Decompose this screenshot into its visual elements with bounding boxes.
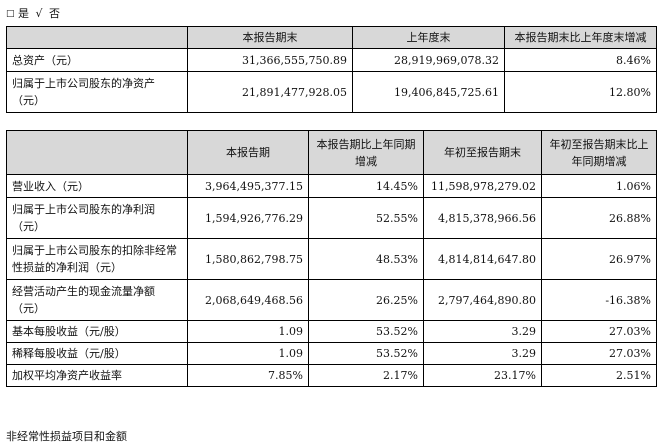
check-mark-icon: √ [35,7,44,20]
table-row: 归属于上市公司股东的净利润（元） 1,594,926,776.29 52.55%… [6,197,657,239]
value-cell: 1.09 [187,320,309,343]
row-label: 归属于上市公司股东的净利润（元） [6,197,188,239]
value-cell: 26.25% [308,279,424,321]
checkbox-icon: □ [6,9,16,19]
option-yes: 是 [18,7,30,20]
option-no: 否 [49,7,61,20]
header-cell: 年初至报告期末比上年同期增减 [541,130,657,175]
value-cell: 4,814,814,647.80 [423,238,542,280]
header-cell: 上年度末 [352,26,505,49]
value-cell: 8.46% [504,48,657,72]
table-row: 加权平均净资产收益率 7.85% 2.17% 23.17% 2.51% [6,364,657,387]
header-cell: 本报告期比上年同期增减 [308,130,424,175]
value-cell: 12.80% [504,71,657,113]
value-cell: 27.03% [541,342,657,365]
value-cell: 48.53% [308,238,424,280]
value-cell: 19,406,845,725.61 [352,71,505,113]
value-cell: 26.88% [541,197,657,239]
row-label: 稀释每股收益（元/股） [6,342,188,365]
value-cell: 23.17% [423,364,542,387]
balance-table: 本报告期末 上年度末 本报告期末比上年度末增减 总资产（元） 31,366,55… [6,26,657,113]
value-cell: 2,068,649,468.56 [187,279,309,321]
header-cell: 本报告期末比上年度末增减 [504,26,657,49]
row-label: 基本每股收益（元/股） [6,320,188,343]
value-cell: 11,598,978,279.02 [423,174,542,198]
value-cell: 1.09 [187,342,309,365]
value-cell: 1,580,862,798.75 [187,238,309,280]
row-label: 总资产（元） [6,48,188,72]
value-cell: 2.17% [308,364,424,387]
value-cell: 1.06% [541,174,657,198]
value-cell: 2.51% [541,364,657,387]
value-cell: 1,594,926,776.29 [187,197,309,239]
header-cell: 本报告期 [187,130,309,175]
table-row: 归属于上市公司股东的扣除非经常性损益的净利润（元） 1,580,862,798.… [6,238,657,280]
table-row: 经营活动产生的现金流量净额（元） 2,068,649,468.56 26.25%… [6,279,657,321]
value-cell: 53.52% [308,342,424,365]
value-cell: 27.03% [541,320,657,343]
row-label: 归属于上市公司股东的扣除非经常性损益的净利润（元） [6,238,188,280]
value-cell: 53.52% [308,320,424,343]
value-cell: 2,797,464,890.80 [423,279,542,321]
header-cell: 本报告期末 [187,26,353,49]
value-cell: 7.85% [187,364,309,387]
value-cell: 3.29 [423,342,542,365]
value-cell: -16.38% [541,279,657,321]
row-label: 加权平均净资产收益率 [6,364,188,387]
table-row: 稀释每股收益（元/股） 1.09 53.52% 3.29 27.03% [6,342,657,365]
value-cell: 28,919,969,078.32 [352,48,505,72]
table-header-row: 本报告期 本报告期比上年同期增减 年初至报告期末 年初至报告期末比上年同期增减 [6,130,657,175]
row-label: 经营活动产生的现金流量净额（元） [6,279,188,321]
table-row: 归属于上市公司股东的净资产（元） 21,891,477,928.05 19,40… [6,71,657,113]
value-cell: 3.29 [423,320,542,343]
row-label: 归属于上市公司股东的净资产（元） [6,71,188,113]
header-cell: 年初至报告期末 [423,130,542,175]
row-label: 营业收入（元） [6,174,188,198]
section-footer-text: 非经常性损益项目和金额 [6,430,127,443]
value-cell: 14.45% [308,174,424,198]
table-row: 总资产（元） 31,366,555,750.89 28,919,969,078.… [6,48,657,72]
value-cell: 26.97% [541,238,657,280]
restatement-options: □ 是 √ 否 [6,5,61,21]
value-cell: 52.55% [308,197,424,239]
header-cell [6,130,188,175]
value-cell: 31,366,555,750.89 [187,48,353,72]
table-row: 基本每股收益（元/股） 1.09 53.52% 3.29 27.03% [6,320,657,343]
value-cell: 21,891,477,928.05 [187,71,353,113]
value-cell: 3,964,495,377.15 [187,174,309,198]
performance-table: 本报告期 本报告期比上年同期增减 年初至报告期末 年初至报告期末比上年同期增减 … [6,130,657,387]
table-row: 营业收入（元） 3,964,495,377.15 14.45% 11,598,9… [6,174,657,198]
table-header-row: 本报告期末 上年度末 本报告期末比上年度末增减 [6,26,657,49]
header-cell [6,26,188,49]
value-cell: 4,815,378,966.56 [423,197,542,239]
